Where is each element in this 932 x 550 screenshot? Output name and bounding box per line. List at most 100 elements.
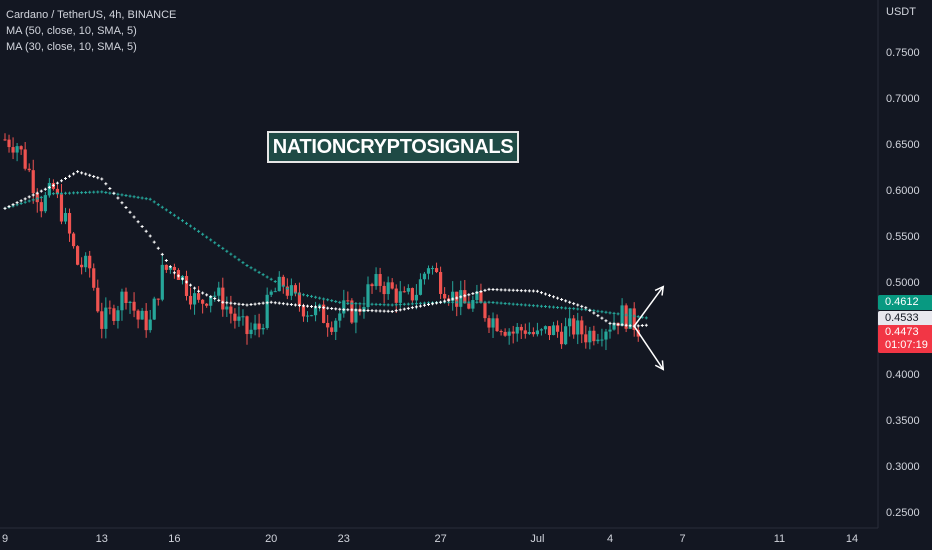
- ma-point: [523, 289, 527, 293]
- ma30-price-tag: 0.4533: [878, 311, 932, 326]
- ma-point: [475, 300, 479, 304]
- candle-body: [547, 326, 552, 336]
- y-tick-label: 0.3000: [886, 461, 920, 473]
- candle-body: [539, 329, 544, 331]
- ma-point: [499, 301, 503, 305]
- candle-body: [346, 300, 350, 302]
- ma-point: [180, 219, 184, 223]
- candle-body: [467, 303, 471, 309]
- ma-point: [189, 224, 193, 228]
- ma-point: [451, 297, 455, 301]
- arrow-line: [633, 325, 664, 370]
- candle-body: [527, 332, 531, 334]
- ma-point: [515, 302, 519, 306]
- ma-point: [55, 181, 59, 185]
- candle-body: [241, 316, 245, 318]
- ma-point: [483, 288, 487, 292]
- candle-body: [140, 310, 144, 320]
- candle-body: [313, 306, 318, 316]
- ma-point: [334, 307, 338, 311]
- candle-body: [104, 307, 108, 329]
- candle-body: [422, 273, 427, 280]
- candle-body: [128, 301, 132, 303]
- ma-point: [527, 303, 531, 307]
- ma-point: [47, 193, 51, 197]
- ma-point: [354, 302, 358, 306]
- ma-point: [455, 296, 459, 300]
- ma-point: [612, 322, 616, 326]
- candle-body: [213, 295, 217, 297]
- y-tick-label: 0.3500: [886, 415, 920, 427]
- ma-point: [418, 301, 422, 305]
- ma-point: [568, 306, 572, 310]
- ma-point: [80, 171, 84, 175]
- time-axis[interactable]: 9 13 16 20 23 27 Jul 4 7 11 14: [2, 533, 858, 545]
- ma-point: [463, 294, 467, 298]
- ma30-legend[interactable]: MA (30, close, 10, SMA, 5): [6, 41, 137, 53]
- arrow-head: [654, 360, 665, 371]
- candle-body: [568, 318, 572, 327]
- candle-body: [301, 305, 306, 317]
- ma-point: [350, 308, 354, 312]
- price-axis-unit: USDT: [886, 6, 916, 18]
- ma-point: [382, 309, 386, 313]
- ma-point: [467, 293, 471, 297]
- candle-body: [225, 306, 229, 310]
- ma-point: [43, 194, 47, 198]
- ma-point: [543, 305, 547, 309]
- annotation-arrows[interactable]: [633, 285, 665, 371]
- candle-body: [555, 325, 560, 332]
- ma-point: [229, 301, 233, 305]
- candle-body: [297, 292, 302, 306]
- ma-point: [624, 313, 628, 317]
- candle-body: [47, 182, 51, 196]
- ma-point: [168, 265, 172, 269]
- candle-body: [120, 291, 124, 311]
- candle-body: [168, 266, 172, 270]
- candle-body: [55, 188, 60, 195]
- ma-point: [624, 323, 628, 327]
- ma-point: [281, 302, 285, 306]
- ma-point: [197, 289, 201, 293]
- ma-point: [479, 300, 483, 304]
- ma-point: [410, 302, 414, 306]
- candle-body: [426, 268, 431, 274]
- ma-point: [43, 187, 47, 191]
- candle-body: [531, 332, 535, 335]
- ma-point: [495, 301, 499, 305]
- ma-point: [338, 307, 342, 311]
- ma-point: [164, 208, 168, 212]
- ma50-legend[interactable]: MA (50, close, 10, SMA, 5): [6, 25, 137, 37]
- ma-point: [483, 300, 487, 304]
- candle-body: [31, 170, 35, 194]
- ma-point: [471, 292, 475, 296]
- ma-point: [249, 303, 253, 307]
- symbol-title[interactable]: Cardano / TetherUS, 4h, BINANCE: [6, 9, 177, 21]
- ma-point: [455, 300, 459, 304]
- candle-body: [7, 139, 11, 148]
- ma-point: [548, 293, 551, 297]
- ma-point: [507, 302, 511, 306]
- ma-point: [402, 307, 406, 311]
- ma-point: [301, 293, 305, 297]
- ma-point: [499, 288, 503, 292]
- y-tick-label: 0.6000: [886, 185, 920, 197]
- ma-point: [96, 176, 100, 180]
- ma-point: [136, 195, 140, 199]
- candle-body: [305, 315, 310, 317]
- ma-point: [491, 288, 495, 292]
- ma-point: [632, 314, 636, 318]
- candle-body: [479, 291, 483, 303]
- x-tick-label: 7: [680, 533, 686, 545]
- ma-point: [156, 203, 160, 207]
- candle-body: [172, 266, 176, 271]
- ma-point: [209, 238, 213, 242]
- ma-point: [414, 302, 418, 306]
- arrow-head: [654, 285, 665, 296]
- ma-point: [273, 280, 277, 284]
- price-axis[interactable]: 0.75000.70000.65000.60000.55000.50000.45…: [886, 47, 920, 519]
- ma-point: [172, 271, 176, 275]
- candle-body: [59, 194, 64, 222]
- ma-point: [76, 170, 80, 174]
